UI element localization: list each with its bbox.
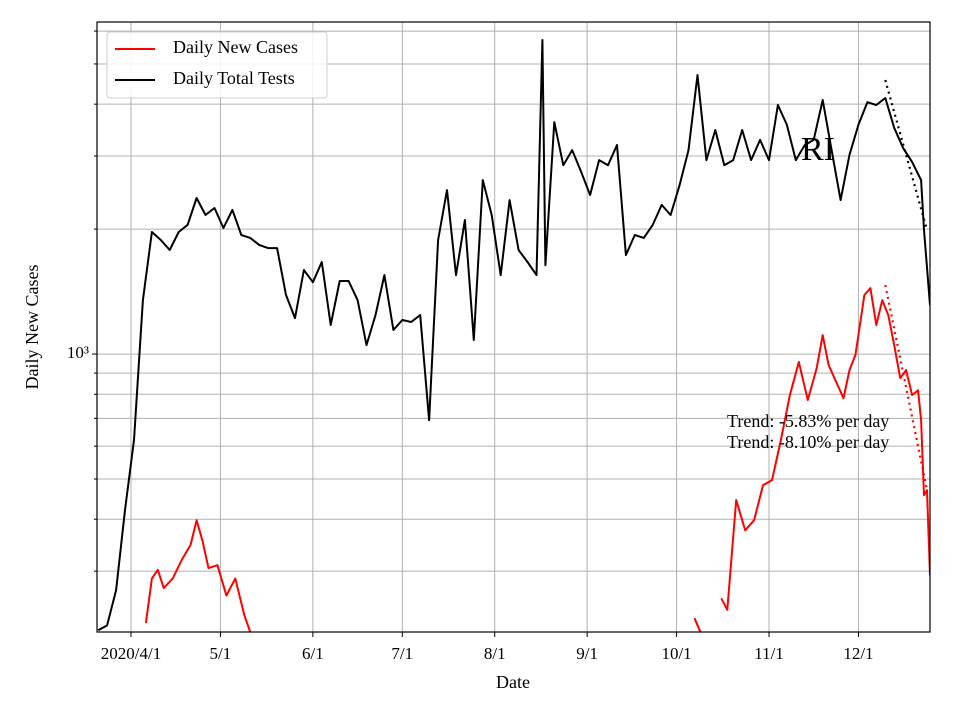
x-axis-label: Date [496, 672, 530, 692]
plot-frame [96, 21, 931, 633]
trend-annotation: Trend: -8.10% per day [727, 432, 889, 452]
legend-box [106, 31, 328, 99]
series-line [97, 39, 930, 632]
y-tick-label: 10³ [67, 343, 89, 362]
trend-line [884, 79, 929, 231]
x-tick-label: 9/1 [576, 644, 598, 663]
x-tick-label: 6/1 [302, 644, 324, 663]
y-axis-label: Daily New Cases [22, 265, 42, 390]
plot-lines [97, 39, 930, 632]
legend: Daily New Cases Daily Total Tests [106, 31, 328, 99]
x-tick-label: 7/1 [391, 644, 413, 663]
x-tick-label: 11/1 [754, 644, 784, 663]
trend-annotation: Trend: -5.83% per day [727, 411, 889, 431]
x-tick-label: 8/1 [484, 644, 506, 663]
trend-line [884, 284, 929, 491]
legend-label: Daily Total Tests [173, 68, 295, 88]
x-tick-label: 2020/4/1 [101, 644, 161, 663]
grid [97, 22, 930, 632]
legend-label: Daily New Cases [173, 37, 298, 57]
x-tick-label: 5/1 [210, 644, 232, 663]
series-line [144, 287, 930, 632]
state-label: RI [801, 131, 835, 168]
x-tick-label: 10/1 [661, 644, 691, 663]
x-tick-label: 12/1 [843, 644, 873, 663]
